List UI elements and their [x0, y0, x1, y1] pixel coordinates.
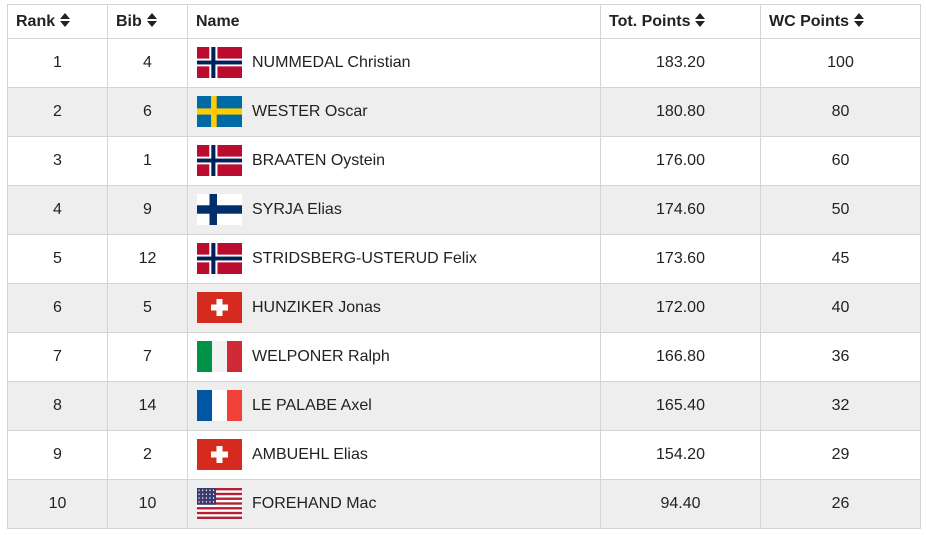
tot-points-cell: 165.40 — [600, 381, 761, 431]
wc-points-cell: 32 — [760, 381, 921, 431]
name-cell: HUNZIKER Jonas — [187, 283, 601, 333]
name-cell: FOREHAND Mac — [187, 479, 601, 529]
header-row: Rank Bib Name Tot. Points WC Points — [7, 4, 921, 39]
name-cell: WESTER Oscar — [187, 87, 601, 137]
results-table: Rank Bib Name Tot. Points WC Points 1 4 … — [7, 4, 921, 529]
bib-cell: 12 — [107, 234, 188, 284]
rank-cell: 7 — [7, 332, 108, 382]
rank-cell: 4 — [7, 185, 108, 235]
athlete-name[interactable]: WESTER Oscar — [252, 103, 368, 120]
tot-points-cell: 183.20 — [600, 38, 761, 88]
sort-icon[interactable] — [146, 13, 157, 28]
wc-points-cell: 36 — [760, 332, 921, 382]
tot-points-cell: 173.60 — [600, 234, 761, 284]
wc-points-cell: 50 — [760, 185, 921, 235]
athlete-name[interactable]: FOREHAND Mac — [252, 495, 377, 512]
bib-cell: 7 — [107, 332, 188, 382]
norway-flag-icon — [197, 144, 242, 176]
name-cell: SYRJA Elias — [187, 185, 601, 235]
finland-flag-icon — [197, 193, 242, 225]
italy-flag-icon — [197, 340, 242, 372]
results-body: 1 4 NUMMEDAL Christian 183.20 100 2 6 WE… — [7, 38, 921, 529]
name-header-label: Name — [196, 12, 240, 30]
bib-cell: 14 — [107, 381, 188, 431]
wc-points-cell: 45 — [760, 234, 921, 284]
table-row[interactable]: 6 5 HUNZIKER Jonas 172.00 40 — [7, 283, 921, 333]
table-row[interactable]: 1 4 NUMMEDAL Christian 183.20 100 — [7, 38, 921, 88]
usa-flag-icon — [197, 487, 242, 519]
rank-cell: 9 — [7, 430, 108, 480]
tot-points-cell: 166.80 — [600, 332, 761, 382]
bib-cell: 1 — [107, 136, 188, 186]
bib-cell: 9 — [107, 185, 188, 235]
table-row[interactable]: 8 14 LE PALABE Axel 165.40 32 — [7, 381, 921, 431]
athlete-name[interactable]: AMBUEHL Elias — [252, 446, 368, 463]
athlete-name[interactable]: WELPONER Ralph — [252, 348, 390, 365]
rank-header-label: Rank — [16, 12, 56, 30]
tot-points-cell: 174.60 — [600, 185, 761, 235]
wc-points-header-label: WC Points — [769, 12, 849, 30]
tot-points-column-header[interactable]: Tot. Points — [600, 4, 761, 39]
tot-points-header-label: Tot. Points — [609, 12, 691, 30]
wc-points-cell: 29 — [760, 430, 921, 480]
table-row[interactable]: 4 9 SYRJA Elias 174.60 50 — [7, 185, 921, 235]
bib-cell: 6 — [107, 87, 188, 137]
sort-icon[interactable] — [854, 13, 864, 28]
tot-points-cell: 180.80 — [600, 87, 761, 137]
name-column-header: Name — [187, 4, 601, 39]
wc-points-cell: 26 — [760, 479, 921, 529]
tot-points-cell: 172.00 — [600, 283, 761, 333]
wc-points-cell: 100 — [760, 38, 921, 88]
table-row[interactable]: 10 10 FOREHAND Mac 94.40 26 — [7, 479, 921, 529]
table-row[interactable]: 7 7 WELPONER Ralph 166.80 36 — [7, 332, 921, 382]
norway-flag-icon — [197, 242, 242, 274]
sweden-flag-icon — [197, 95, 242, 127]
bib-cell: 2 — [107, 430, 188, 480]
sort-icon[interactable] — [60, 13, 71, 28]
name-cell: BRAATEN Oystein — [187, 136, 601, 186]
switzerland-flag-icon — [197, 438, 242, 470]
athlete-name[interactable]: HUNZIKER Jonas — [252, 299, 381, 316]
wc-points-cell: 40 — [760, 283, 921, 333]
table-row[interactable]: 2 6 WESTER Oscar 180.80 80 — [7, 87, 921, 137]
wc-points-cell: 60 — [760, 136, 921, 186]
bib-cell: 10 — [107, 479, 188, 529]
athlete-name[interactable]: LE PALABE Axel — [252, 397, 372, 414]
name-cell: WELPONER Ralph — [187, 332, 601, 382]
rank-cell: 10 — [7, 479, 108, 529]
rank-cell: 3 — [7, 136, 108, 186]
bib-column-header[interactable]: Bib — [107, 4, 188, 39]
table-row[interactable]: 5 12 STRIDSBERG-USTERUD Felix 173.60 45 — [7, 234, 921, 284]
rank-cell: 2 — [7, 87, 108, 137]
rank-cell: 1 — [7, 38, 108, 88]
name-cell: AMBUEHL Elias — [187, 430, 601, 480]
bib-cell: 5 — [107, 283, 188, 333]
tot-points-cell: 176.00 — [600, 136, 761, 186]
rank-column-header[interactable]: Rank — [7, 4, 108, 39]
table-row[interactable]: 9 2 AMBUEHL Elias 154.20 29 — [7, 430, 921, 480]
rank-cell: 5 — [7, 234, 108, 284]
table-row[interactable]: 3 1 BRAATEN Oystein 176.00 60 — [7, 136, 921, 186]
name-cell: LE PALABE Axel — [187, 381, 601, 431]
name-cell: STRIDSBERG-USTERUD Felix — [187, 234, 601, 284]
athlete-name[interactable]: STRIDSBERG-USTERUD Felix — [252, 250, 477, 267]
wc-points-cell: 80 — [760, 87, 921, 137]
norway-flag-icon — [197, 46, 242, 78]
athlete-name[interactable]: SYRJA Elias — [252, 201, 342, 218]
rank-cell: 6 — [7, 283, 108, 333]
tot-points-cell: 94.40 — [600, 479, 761, 529]
wc-points-column-header[interactable]: WC Points — [760, 4, 921, 39]
sort-icon[interactable] — [695, 13, 706, 28]
bib-cell: 4 — [107, 38, 188, 88]
athlete-name[interactable]: NUMMEDAL Christian — [252, 54, 411, 71]
switzerland-flag-icon — [197, 291, 242, 323]
tot-points-cell: 154.20 — [600, 430, 761, 480]
athlete-name[interactable]: BRAATEN Oystein — [252, 152, 386, 169]
france-flag-icon — [197, 389, 242, 421]
name-cell: NUMMEDAL Christian — [187, 38, 601, 88]
bib-header-label: Bib — [116, 12, 142, 30]
rank-cell: 8 — [7, 381, 108, 431]
